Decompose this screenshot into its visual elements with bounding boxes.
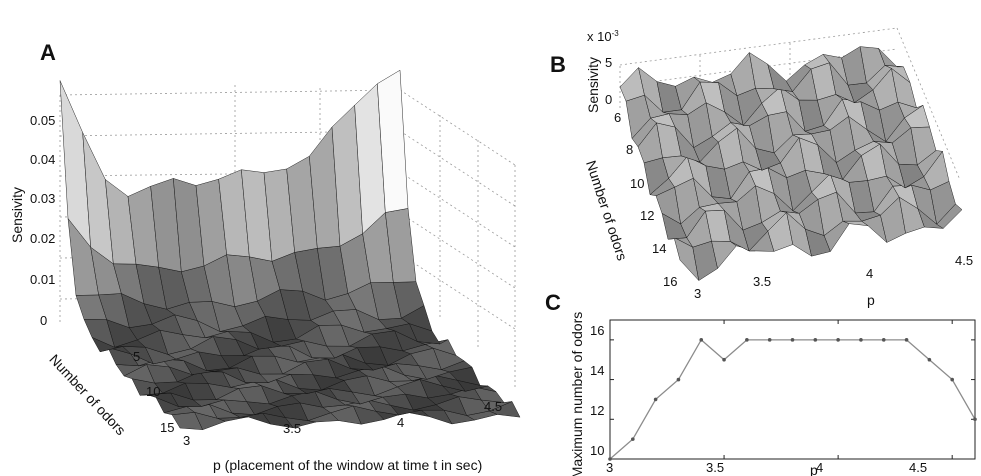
- panel-a: A 0.05 0.04 0.03: [9, 40, 521, 473]
- panel-a-z-label: Sensivity: [9, 187, 25, 243]
- panel-a-ytick-5: 5: [133, 349, 140, 364]
- panel-c-data-point: [676, 377, 681, 382]
- panel-a-surface-facet: [377, 69, 409, 213]
- panel-c-data-point: [608, 457, 612, 461]
- panel-c-y-label: Maximum number of odors: [569, 312, 585, 476]
- panel-c-data-point: [927, 357, 932, 362]
- panel-b-xtick-4.5: 4.5: [955, 253, 973, 268]
- panel-a-x-label: p (placement of the window at time t in …: [213, 457, 482, 473]
- panel-b-xtick-3: 3: [694, 286, 701, 301]
- panel-a-xtick-4: 4: [397, 415, 404, 430]
- panel-c-x-label: p: [810, 462, 818, 476]
- panel-c-series-line: [609, 338, 976, 460]
- panel-b-ztick-5: 5: [605, 55, 612, 70]
- panel-a-letter: A: [40, 40, 56, 65]
- panel-c-ytick-14: 14: [590, 363, 604, 378]
- panel-c-xtick-4: 4: [816, 460, 823, 475]
- panel-c-data-point: [973, 417, 977, 422]
- panel-c-data-point: [699, 338, 704, 342]
- panel-a-z-ticks: 0.05 0.04 0.03 0.02 0.01 0: [30, 113, 55, 328]
- panel-c-xtick-3.5: 3.5: [706, 460, 724, 475]
- panel-c-data-point: [813, 338, 818, 342]
- panel-b-xtick-4: 4: [866, 266, 873, 281]
- panel-a-x-ticks: 3 3.5 4 4.5: [183, 399, 502, 448]
- panel-b-grid: [619, 27, 961, 181]
- panel-c: C 16 14 12 10 3 3.5 4 4.5 Maximum number…: [545, 290, 977, 476]
- panel-a-ztick-0: 0: [40, 313, 47, 328]
- panel-b-ytick-16: 16: [663, 274, 677, 289]
- panel-b-x-label: p: [867, 292, 875, 308]
- panel-c-data-point: [653, 397, 658, 402]
- panel-b-z-label: Sensivity: [585, 57, 601, 113]
- panel-c-data-point: [904, 338, 909, 342]
- panel-c-data-point: [790, 338, 795, 342]
- panel-b-surface: [619, 46, 963, 282]
- panel-c-ticks: 16 14 12 10 3 3.5 4 4.5: [590, 323, 927, 475]
- panel-b-ytick-10: 10: [630, 176, 644, 191]
- panel-a-ytick-15: 15: [160, 420, 174, 435]
- panel-a-ztick-0.03: 0.03: [30, 191, 55, 206]
- panel-c-data-point: [836, 338, 840, 342]
- panel-c-ytick-10: 10: [590, 443, 604, 458]
- panel-c-plot: [608, 320, 977, 461]
- panel-c-data-point: [722, 357, 726, 362]
- panel-c-data-point: [745, 338, 749, 342]
- panel-c-axes-box: [609, 319, 976, 460]
- panel-a-xtick-3: 3: [183, 433, 190, 448]
- panel-b-surface-facet: [878, 48, 904, 68]
- panel-b-ytick-14: 14: [652, 241, 666, 256]
- panel-a-y-ticks: 5 10 15: [133, 349, 174, 435]
- panel-c-xtick-4.5: 4.5: [909, 460, 927, 475]
- panel-b: B x 10-3 5 0 Sensivity 6 8 10 12 14 16 N…: [550, 27, 973, 308]
- panel-c-ytick-16: 16: [590, 323, 604, 338]
- panel-a-surface: [59, 69, 521, 430]
- panel-b-ytick-6: 6: [614, 110, 621, 125]
- panel-b-z-exponent: x 10-3: [587, 29, 619, 44]
- panel-b-ytick-12: 12: [640, 208, 654, 223]
- panel-b-x-ticks: 3 3.5 4 4.5: [694, 253, 973, 301]
- panel-b-ytick-8: 8: [626, 142, 633, 157]
- panel-c-data-point: [881, 338, 886, 342]
- panel-c-data-point: [859, 338, 863, 342]
- panel-a-ztick-0.02: 0.02: [30, 231, 55, 246]
- panel-a-ztick-0.05: 0.05: [30, 113, 55, 128]
- panel-c-xtick-3: 3: [606, 460, 613, 475]
- panel-b-y-ticks: 6 8 10 12 14 16: [614, 110, 677, 289]
- panel-a-xtick-4.5: 4.5: [484, 399, 502, 414]
- panel-b-z-ticks: 5 0: [605, 55, 612, 107]
- panel-b-y-label: Number of odors: [583, 158, 630, 262]
- panel-c-ytick-12: 12: [590, 403, 604, 418]
- panel-a-ztick-0.01: 0.01: [30, 272, 55, 287]
- panel-a-ytick-10: 10: [146, 384, 160, 399]
- panel-b-ztick-0: 0: [605, 92, 612, 107]
- panel-b-letter: B: [550, 52, 566, 77]
- panel-c-letter: C: [545, 290, 561, 315]
- panel-c-data-point: [767, 338, 772, 342]
- panel-a-ztick-0.04: 0.04: [30, 152, 55, 167]
- panel-c-data-point: [631, 437, 635, 441]
- panel-b-xtick-3.5: 3.5: [753, 274, 771, 289]
- panel-c-data-point: [950, 377, 954, 382]
- panel-a-xtick-3.5: 3.5: [283, 421, 301, 436]
